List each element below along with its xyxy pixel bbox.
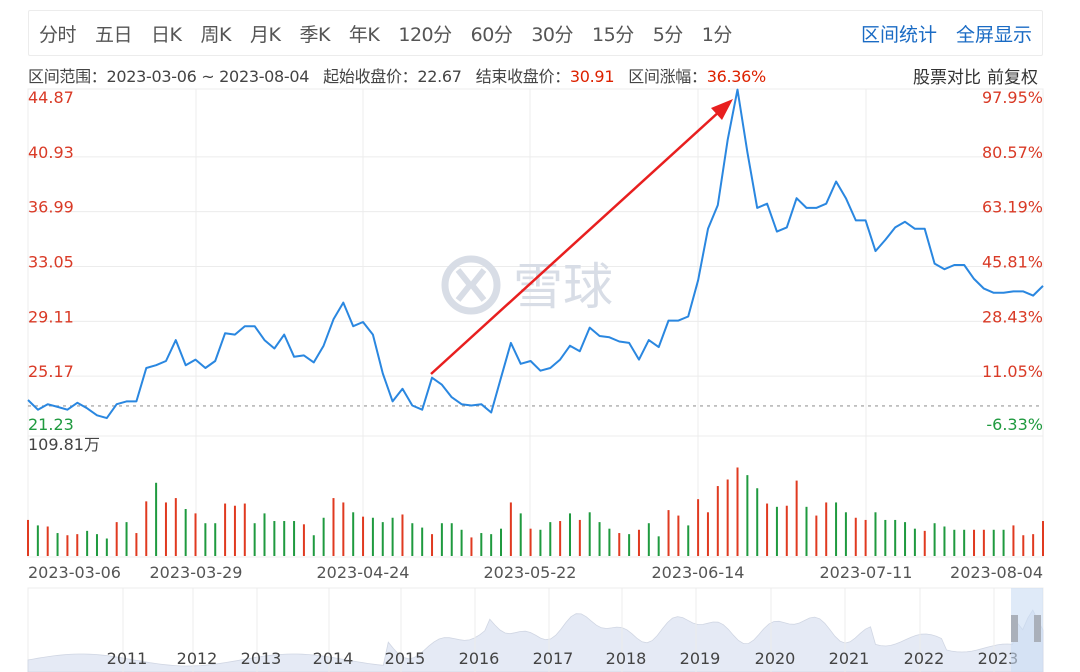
price-tick-label: 44.87 [28, 88, 74, 107]
price-adjust-button[interactable]: 前复权 [987, 67, 1038, 88]
range-value: 2023-03-06 ~ 2023-08-04 [106, 67, 310, 86]
change-label: 区间涨幅： [628, 67, 707, 86]
price-tick-label: 40.93 [28, 143, 74, 162]
year-tick-label: 2014 [313, 649, 354, 668]
year-tick-label: 2020 [755, 649, 796, 668]
year-tick-label: 2017 [533, 649, 574, 668]
start-close-value: 22.67 [417, 67, 462, 86]
period-tab[interactable]: 30分 [531, 23, 574, 46]
year-tick-label: 2022 [904, 649, 945, 668]
percent-tick-label: 28.43% [982, 307, 1043, 326]
range-info-bar: 区间范围：2023-03-06 ~ 2023-08-04 起始收盘价：22.67… [28, 63, 1038, 88]
year-tick-label: 2021 [829, 649, 870, 668]
change-value: 36.36% [706, 67, 767, 86]
end-close-value: 30.91 [569, 67, 615, 86]
annotation-arrow-icon [430, 99, 733, 375]
period-tab[interactable]: 1分 [701, 23, 733, 46]
price-tick-label: 36.99 [28, 198, 74, 217]
fullscreen-button[interactable]: 全屏显示 [955, 23, 1032, 46]
year-tick-label: 2012 [177, 649, 218, 668]
navigator-right-handle[interactable] [1034, 615, 1041, 642]
volume-bars: 109.81万 [27, 435, 1044, 556]
year-tick-label: 2018 [606, 649, 647, 668]
percent-tick-label: 11.05% [982, 362, 1043, 381]
date-tick-label: 2023-03-06 [28, 563, 121, 582]
date-tick-label: 2023-06-14 [652, 563, 745, 582]
chart-grid [27, 88, 1044, 558]
period-tab[interactable]: 年K [348, 23, 380, 46]
end-close-info: 结束收盘价：30.91 [476, 63, 615, 87]
stock-compare-button[interactable]: 股票对比 [913, 67, 981, 88]
change-info: 区间涨幅：36.36% [628, 63, 766, 87]
end-close-label: 结束收盘价： [475, 67, 571, 86]
year-tick-label: 2019 [680, 649, 721, 668]
date-tick-label: 2023-07-11 [820, 563, 913, 582]
range-navigator[interactable]: 2011 2012 2013 2014 2015 2016 2017 2018 2019 2020… [27, 587, 1044, 672]
percent-tick-label: -6.33% [986, 415, 1043, 434]
toolbar-actions: 区间统计 全屏显示 [842, 20, 1042, 47]
period-tab[interactable]: 5分 [652, 23, 684, 46]
year-tick-label: 2015 [385, 649, 426, 668]
period-tab[interactable]: 分时 [39, 23, 77, 46]
period-tab[interactable]: 日K [151, 23, 182, 46]
range-label: 区间范围： [28, 67, 107, 86]
price-line [27, 88, 1044, 420]
period-tab[interactable]: 季K [299, 23, 330, 46]
date-tick-label: 2023-04-24 [317, 563, 410, 582]
date-axis: 2023-03-06 2023-03-29 2023-04-24 2023-05-22… [28, 563, 1043, 582]
period-tab[interactable]: 周K [200, 23, 232, 46]
date-tick-label: 2023-03-29 [150, 563, 243, 582]
year-tick-label: 2016 [459, 649, 500, 668]
start-close-label: 起始收盘价： [323, 67, 418, 86]
price-tick-label: 21.23 [28, 415, 74, 434]
period-tabs: 分时 五日 日K 周K 月K 季K 年K 120分 60分 30分 15分 5分 1分 [29, 20, 751, 47]
percent-tick-label: 80.57% [982, 143, 1043, 162]
price-tick-label: 33.05 [28, 253, 74, 272]
svg-text:雪球: 雪球 [513, 258, 613, 316]
range-stats-button[interactable]: 区间统计 [860, 23, 937, 46]
price-axis-left: 44.87 40.93 36.99 33.05 29.11 25.17 21.23 [28, 88, 74, 434]
price-tick-label: 29.11 [28, 307, 74, 326]
percent-tick-label: 63.19% [982, 198, 1043, 217]
year-tick-label: 2013 [241, 649, 282, 668]
percent-tick-label: 97.95% [982, 88, 1043, 107]
period-tab[interactable]: 120分 [398, 23, 452, 46]
xueqiu-watermark: 雪球 [441, 255, 613, 316]
volume-max-label: 109.81万 [28, 435, 100, 454]
year-tick-label: 2011 [107, 649, 148, 668]
start-close-info: 起始收盘价：22.67 [323, 63, 462, 87]
period-toolbar: 分时 五日 日K 周K 月K 季K 年K 120分 60分 30分 15分 5分 1分 区间统计 全屏显… [28, 10, 1043, 56]
date-tick-label: 2023-08-04 [950, 563, 1043, 582]
date-tick-label: 2023-05-22 [484, 563, 577, 582]
percent-tick-label: 45.81% [982, 253, 1043, 272]
range-info: 区间范围：2023-03-06 ~ 2023-08-04 [28, 63, 309, 87]
info-actions: 股票对比 前复权 [907, 63, 1038, 88]
period-tab[interactable]: 60分 [470, 23, 513, 46]
percent-axis-right: 97.95% 80.57% 63.19% 45.81% 28.43% 11.05% -6.3… [982, 88, 1043, 434]
navigator-left-handle[interactable] [1011, 615, 1018, 642]
period-tab[interactable]: 15分 [592, 23, 634, 46]
year-tick-label: 2023 [978, 649, 1019, 668]
period-tab[interactable]: 月K [249, 23, 281, 46]
price-tick-label: 25.17 [28, 362, 74, 381]
period-tab[interactable]: 五日 [95, 23, 133, 46]
